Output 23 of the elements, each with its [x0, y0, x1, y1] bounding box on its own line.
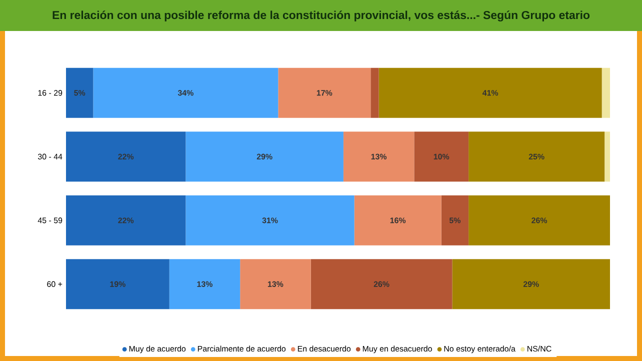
bar: [378, 68, 602, 118]
bar: [66, 195, 186, 246]
bar: [604, 132, 610, 182]
bar: [452, 259, 610, 310]
bar: [169, 259, 240, 310]
bar: [343, 132, 414, 182]
bar: [66, 132, 186, 182]
bar: [310, 259, 452, 310]
bar: [93, 68, 278, 118]
bar: [602, 68, 610, 118]
bar: [370, 68, 379, 118]
bar: [66, 68, 94, 118]
bar: [186, 132, 344, 182]
bar: [414, 132, 469, 182]
bar: [240, 259, 311, 310]
chart-title: En relación con una posible reforma de la constitución provincial, vos estás...- Según Grupo etario: [52, 10, 590, 22]
bar: [186, 195, 354, 246]
bar: [66, 259, 170, 310]
bar: [354, 195, 442, 246]
bar: [468, 195, 610, 246]
bar: [468, 132, 605, 182]
bar: [441, 195, 469, 246]
bar: [278, 68, 371, 118]
